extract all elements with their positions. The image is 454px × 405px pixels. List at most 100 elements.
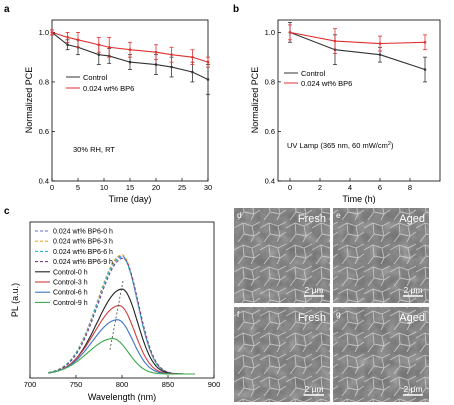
plot-frame-b [277, 19, 441, 182]
x-tick-label-c: 850 [162, 380, 175, 389]
sem-panel-letter: d [237, 210, 242, 220]
sem-panel-letter: e [336, 210, 341, 220]
y-axis-title-c: PL (a.u.) [10, 283, 20, 317]
scale-bar-label: 2 μm [403, 285, 422, 295]
data-point-a-0 [206, 78, 210, 81]
legend-label-c-6: Control-6 h [53, 290, 88, 297]
x-tick-label-c: 800 [116, 380, 129, 389]
data-point-a-0 [154, 63, 158, 66]
legend-b: Control 0.024 wt% BP6 [284, 69, 352, 88]
x-tick-label-a: 10 [100, 183, 108, 192]
annotation-a: 30% RH, RT [73, 145, 115, 154]
panel-letter-b: b [233, 4, 239, 15]
legend-a: Control 0.024 wt% BP6 [66, 73, 134, 93]
data-point-a-1 [170, 53, 173, 56]
legend-c: 0.024 wt% BP6-0 h 0.024 wt% BP6-3 h 0.024 … [35, 229, 113, 307]
sem-image-e: e Aged 2 μm [333, 208, 429, 303]
sem-condition-label: Aged [399, 213, 425, 225]
y-tick-label-a: 0.6 [39, 127, 49, 136]
legend-label-c-4: Control-0 h [53, 269, 88, 276]
y-tick-label-b: 1.0 [265, 28, 275, 37]
data-point-b-1 [423, 40, 427, 44]
legend-label-bp6-b: 0.024 wt% BP6 [301, 79, 352, 88]
sem-grain-boundaries [333, 307, 429, 402]
data-point-a-1 [97, 43, 101, 47]
series-line-b-0 [289, 31, 426, 71]
panel-letter-a: a [4, 4, 10, 15]
legend-label-control-b: Control [301, 69, 326, 78]
x-tick-label-b: 2 [318, 183, 322, 192]
x-axis-title-b: Time (h) [342, 194, 375, 204]
sem-grain-boundaries [234, 307, 330, 402]
data-point-a-1 [154, 50, 158, 54]
y-tick-label-a: 0.4 [39, 177, 49, 186]
y-tick-label-b: 0.4 [265, 177, 275, 186]
y-tick-label-a: 0.8 [39, 77, 49, 86]
x-tick-label-a: 20 [152, 183, 160, 192]
y-axis-title-a: Normalized PCE [24, 67, 34, 134]
scale-bar-label: 2 μm [304, 285, 323, 295]
legend-label-c-2: 0.024 wt% BP6-6 h [53, 249, 113, 256]
chart-panel-a: 0 5 10 15 20 25 30 0.4 0.6 0.8 1.0 Control 0.024 w… [24, 19, 212, 204]
x-axis-title-c: Wavelength (nm) [88, 392, 156, 402]
x-tick-label-b: 6 [378, 183, 382, 192]
sem-image-f: f Fresh 2 μm [234, 307, 330, 402]
x-tick-label-a: 30 [204, 183, 212, 192]
legend-label-c-0: 0.024 wt% BP6-0 h [53, 229, 113, 236]
data-point-a-0 [66, 43, 69, 47]
chart-panel-b: 0 2 4 6 80.40.60.81.0 Control 0.024 wt% BP6 … [250, 19, 441, 204]
sem-image-grid: d Fresh 2 μm e Aged 2 μm f Fresh 2 μm g Aged 2 μm [234, 208, 429, 402]
pl-spectrum-7 [48, 338, 195, 375]
legend-label-c-3: 0.024 wt% BP6-9 h [53, 259, 113, 266]
data-point-a-1 [206, 60, 210, 64]
x-axis-title-a: Time (day) [109, 194, 152, 204]
annotation-b: UV Lamp (365 nm, 60 mW/cm2) [287, 141, 394, 150]
y-tick-label-b: 0.6 [265, 127, 275, 136]
data-point-a-1 [76, 38, 80, 42]
legend-label-control: Control [83, 73, 108, 82]
data-point-a-0 [170, 65, 173, 69]
data-point-b-1 [333, 39, 337, 43]
sem-grain-boundaries [333, 208, 429, 303]
sem-condition-label: Aged [399, 312, 425, 324]
data-point-a-1 [107, 45, 111, 49]
data-point-a-1 [66, 36, 69, 39]
x-tick-label-a: 25 [178, 183, 186, 192]
legend-label-bp6: 0.024 wt% BP6 [83, 84, 134, 93]
y-axis-title-b: Normalized PCE [250, 67, 260, 134]
scale-bar-label: 2 μm [304, 384, 323, 394]
sem-image-d: d Fresh 2 μm [234, 208, 330, 303]
legend-label-c-1: 0.024 wt% BP6-3 h [53, 239, 113, 246]
chart-panel-c: 700 750 800 850 900 0.024 wt% BP6-0 h0.024 w… [10, 221, 221, 402]
data-point-a-0 [128, 60, 132, 64]
data-point-b-1 [378, 42, 382, 45]
x-tick-label-a: 5 [76, 183, 80, 192]
x-tick-label-c: 700 [24, 380, 37, 389]
sem-panel-letter: f [237, 309, 240, 319]
x-tick-label-c: 900 [208, 380, 221, 389]
sem-condition-label: Fresh [298, 213, 326, 225]
panel-letter-c: c [4, 206, 10, 217]
series-line-a-0 [51, 31, 209, 80]
series-line-b-1 [289, 31, 426, 45]
data-point-b-1 [288, 31, 292, 34]
pl-spectrum-5 [48, 305, 195, 375]
sem-condition-label: Fresh [298, 312, 326, 324]
legend-label-c-7: Control-9 h [53, 300, 88, 307]
pl-spectrum-2 [48, 256, 195, 375]
x-tick-label-a: 15 [126, 183, 134, 192]
series-line-a-1 [51, 31, 209, 63]
y-tick-label-b: 0.8 [265, 77, 275, 86]
x-tick-label-b: 0 [288, 183, 292, 192]
x-tick-label-b: 8 [408, 183, 412, 192]
data-point-b-0 [378, 53, 382, 56]
data-point-a-1 [191, 55, 194, 59]
sem-image-g: g Aged 2 μm [333, 307, 429, 402]
legend-label-c-5: Control-3 h [53, 280, 88, 287]
x-tick-label-c: 750 [70, 380, 83, 389]
x-tick-label-b: 4 [348, 183, 352, 192]
y-tick-label-a: 1.0 [39, 28, 49, 37]
data-point-a-1 [128, 48, 132, 52]
x-tick-label-a: 0 [50, 183, 54, 192]
data-point-a-0 [97, 53, 101, 56]
